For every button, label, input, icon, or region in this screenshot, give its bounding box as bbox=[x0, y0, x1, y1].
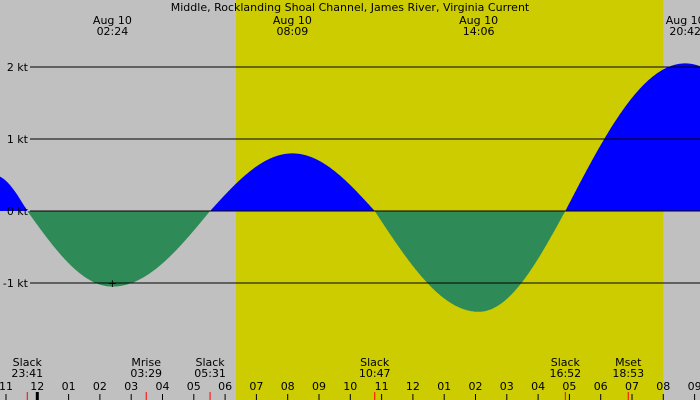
current-area-group bbox=[0, 63, 700, 312]
top-time-label: 20:42 bbox=[669, 25, 700, 38]
event-time-label: 16:52 bbox=[549, 367, 581, 380]
x-tick-label: 12 bbox=[406, 380, 420, 393]
x-tick-label: 04 bbox=[156, 380, 170, 393]
ebb-current-area bbox=[374, 211, 566, 312]
x-tick-label: 03 bbox=[500, 380, 514, 393]
x-tick-label: 08 bbox=[281, 380, 295, 393]
event-time-label: 03:29 bbox=[130, 367, 162, 380]
x-tick-label: 06 bbox=[218, 380, 232, 393]
event-name-label: Mset bbox=[615, 356, 642, 369]
top-time-label: 08:09 bbox=[277, 25, 309, 38]
top-time-label: 14:06 bbox=[463, 25, 495, 38]
flood-current-area bbox=[210, 153, 375, 211]
top-date-label: Aug 10 bbox=[459, 14, 498, 27]
top-date-label: Aug 10 bbox=[273, 14, 312, 27]
x-tick-label: 01 bbox=[437, 380, 451, 393]
y-tick-label: 2 kt bbox=[7, 61, 29, 74]
flood-current-area bbox=[565, 63, 700, 211]
x-tick-label: 03 bbox=[124, 380, 138, 393]
x-tick-label: 11 bbox=[0, 380, 13, 393]
ebb-current-area bbox=[27, 211, 211, 287]
y-tick-label: 0 kt bbox=[7, 205, 29, 218]
top-date-label: Aug 10 bbox=[666, 14, 700, 27]
moon-plus-marker: + bbox=[108, 277, 117, 290]
chart-title: Middle, Rocklanding Shoal Channel, James… bbox=[171, 1, 530, 14]
x-tick-label: 11 bbox=[375, 380, 389, 393]
x-tick-label: 09 bbox=[688, 380, 700, 393]
top-date-label: Aug 10 bbox=[93, 14, 132, 27]
event-name-label: Slack bbox=[195, 356, 225, 369]
x-tick-label: 02 bbox=[469, 380, 483, 393]
x-tick-label: 07 bbox=[249, 380, 263, 393]
x-tick-label: 10 bbox=[343, 380, 357, 393]
top-time-label: 02:24 bbox=[97, 25, 129, 38]
event-name-label: Slack bbox=[360, 356, 390, 369]
y-axis-labels: 2 kt 1 kt 0 kt -1 kt bbox=[3, 61, 29, 290]
y-tick-label: -1 kt bbox=[3, 277, 29, 290]
flood-current-area bbox=[0, 176, 28, 211]
midnight-marker bbox=[35, 392, 39, 400]
event-labels: Slack23:41Mrise03:29Slack05:31Slack10:47… bbox=[11, 356, 644, 400]
event-name-label: Slack bbox=[551, 356, 581, 369]
reference-lines bbox=[30, 66, 700, 284]
event-time-label: 18:53 bbox=[612, 367, 644, 380]
x-axis-ticks: 11 12 01 02 03 04 05 06 07 08 09 10 11 12 01 02 03 04 05 06… bbox=[0, 380, 700, 400]
x-tick-label: 04 bbox=[531, 380, 545, 393]
x-tick-label: 12 bbox=[30, 380, 44, 393]
chart-markers: + bbox=[108, 277, 117, 290]
x-tick-label: 08 bbox=[656, 380, 670, 393]
event-time-label: 10:47 bbox=[359, 367, 391, 380]
event-name-label: Slack bbox=[13, 356, 43, 369]
x-tick-label: 09 bbox=[312, 380, 326, 393]
x-tick-label: 05 bbox=[187, 380, 201, 393]
x-tick-label: 01 bbox=[62, 380, 76, 393]
event-name-label: Mrise bbox=[131, 356, 161, 369]
event-time-label: 23:41 bbox=[11, 367, 43, 380]
x-tick-label: 05 bbox=[562, 380, 576, 393]
y-tick-label: 1 kt bbox=[7, 133, 29, 146]
event-time-label: 05:31 bbox=[194, 367, 226, 380]
x-tick-label: 06 bbox=[594, 380, 608, 393]
x-tick-label: 02 bbox=[93, 380, 107, 393]
x-tick-label: 07 bbox=[625, 380, 639, 393]
